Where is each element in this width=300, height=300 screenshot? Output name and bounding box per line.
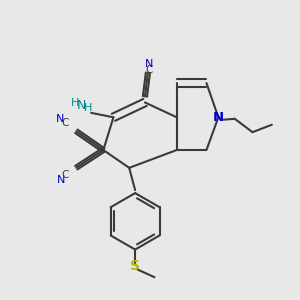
Text: C: C (61, 170, 69, 180)
Text: H: H (84, 103, 92, 113)
Text: S: S (130, 259, 140, 273)
Text: N: N (77, 99, 86, 112)
Text: H: H (70, 98, 79, 108)
Text: N: N (57, 175, 65, 185)
Text: N: N (56, 114, 64, 124)
Text: N: N (145, 59, 154, 69)
Text: N: N (213, 111, 224, 124)
Text: C: C (61, 118, 68, 128)
Text: C: C (145, 65, 152, 75)
